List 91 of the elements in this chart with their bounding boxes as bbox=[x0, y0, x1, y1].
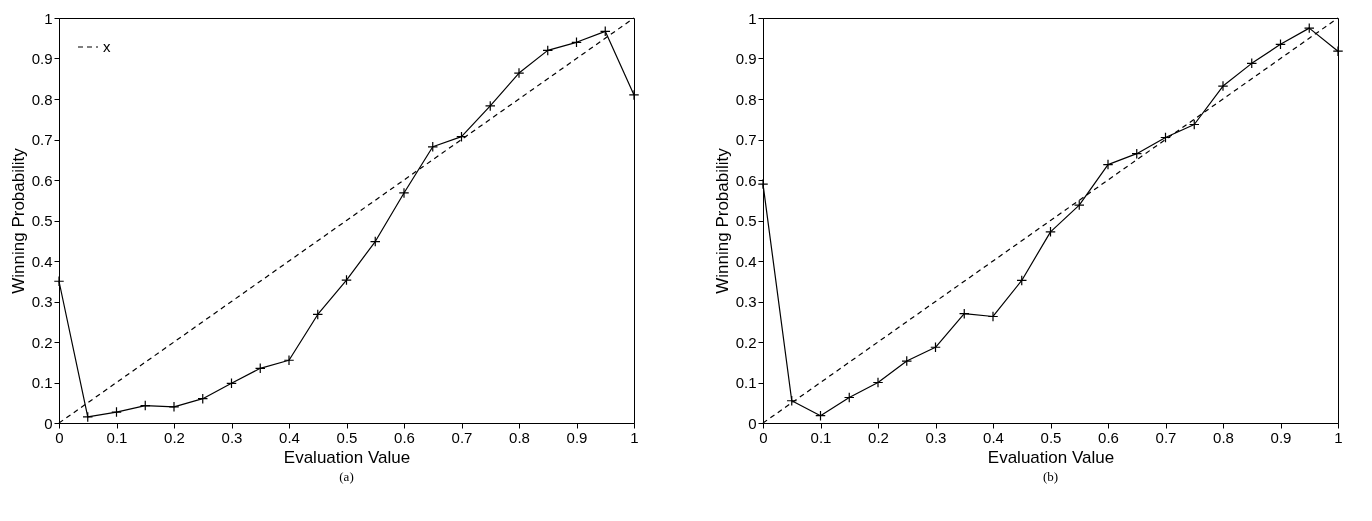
y-tick-label: 0.1 bbox=[735, 374, 757, 391]
x-tick-label: 0.3 bbox=[221, 428, 243, 446]
point bbox=[843, 392, 855, 403]
x-tick-label: 0.4 bbox=[279, 428, 300, 446]
y-tick-label: 0.2 bbox=[31, 333, 53, 351]
x-tick-label: 0.1 bbox=[810, 428, 832, 446]
x-tick-label: 1 bbox=[630, 428, 639, 446]
point bbox=[341, 274, 352, 286]
point bbox=[599, 26, 611, 37]
point bbox=[1160, 132, 1171, 143]
x-tick-label: 0.6 bbox=[1098, 428, 1119, 446]
y-axis-title: Winning Probability bbox=[712, 147, 732, 294]
point bbox=[427, 141, 439, 153]
x-tick-label: 0.5 bbox=[336, 428, 358, 446]
y-tick-label: 0.6 bbox=[735, 171, 757, 189]
y-tick-label: 1 bbox=[44, 9, 53, 27]
point bbox=[484, 100, 496, 112]
point bbox=[226, 377, 237, 389]
x-tick-label: 0.8 bbox=[509, 428, 530, 446]
point bbox=[139, 400, 151, 411]
point bbox=[958, 308, 970, 319]
y-tick-label: 0.9 bbox=[735, 50, 757, 67]
point bbox=[542, 45, 554, 56]
x-axis-title: Evaluation Value bbox=[987, 447, 1115, 467]
x-tick-label: 0.8 bbox=[1213, 428, 1234, 446]
y-tick-label: 0 bbox=[44, 414, 53, 432]
y-tick-label: 0.5 bbox=[735, 212, 757, 229]
point bbox=[1131, 148, 1143, 160]
x-tick-label: 0.6 bbox=[394, 428, 415, 446]
point bbox=[1275, 38, 1286, 50]
x-tick-label: 0.7 bbox=[1155, 428, 1177, 446]
point bbox=[1045, 226, 1056, 238]
legend-label: x bbox=[103, 38, 111, 55]
x-tick-label: 0.5 bbox=[1040, 428, 1062, 446]
point bbox=[111, 406, 122, 418]
point bbox=[628, 89, 640, 101]
x-tick-label: 0.3 bbox=[925, 428, 947, 446]
y-tick-label: 1 bbox=[748, 9, 757, 27]
point bbox=[901, 355, 913, 367]
point bbox=[1246, 58, 1258, 69]
y-tick-label: 0.2 bbox=[735, 333, 757, 351]
y-tick-label: 0.5 bbox=[31, 212, 53, 229]
y-tick-label: 0.7 bbox=[31, 131, 53, 148]
y-tick-label: 0.4 bbox=[735, 252, 757, 270]
y-tick-label: 0.7 bbox=[735, 131, 757, 148]
x-tick-label: 0.4 bbox=[983, 428, 1004, 446]
point bbox=[1217, 80, 1229, 92]
point bbox=[930, 341, 941, 353]
x-tick-label: 0.2 bbox=[164, 428, 185, 446]
y-tick-label: 0.8 bbox=[31, 90, 53, 108]
point bbox=[53, 275, 65, 287]
x-tick-label: 0.9 bbox=[566, 428, 588, 446]
x-tick-label: 0.1 bbox=[106, 428, 128, 446]
point bbox=[815, 410, 826, 422]
point bbox=[168, 401, 180, 413]
point bbox=[1016, 275, 1028, 286]
y-tick-label: 0.4 bbox=[31, 252, 53, 270]
y-tick-label: 0.6 bbox=[31, 171, 53, 189]
y-tick-label: 0.3 bbox=[735, 293, 757, 310]
point bbox=[987, 311, 999, 322]
point bbox=[1102, 159, 1114, 170]
point bbox=[254, 362, 266, 374]
point bbox=[369, 236, 381, 247]
point bbox=[82, 411, 94, 423]
x-tick-label: 0 bbox=[759, 428, 768, 446]
y-axis-title: Winning Probability bbox=[8, 147, 28, 294]
point bbox=[1303, 22, 1315, 34]
y-tick-label: 0.3 bbox=[31, 293, 53, 310]
text: (b) bbox=[1042, 469, 1059, 484]
x-tick-label: 0.2 bbox=[868, 428, 889, 446]
point bbox=[312, 309, 324, 320]
point bbox=[456, 131, 467, 143]
x-axis-title: Evaluation Value bbox=[283, 447, 411, 467]
x-tick-label: 0.9 bbox=[1270, 428, 1292, 446]
point bbox=[398, 187, 410, 199]
x-tick-label: 0.7 bbox=[451, 428, 473, 446]
x-tick-label: 0 bbox=[55, 428, 64, 446]
point bbox=[513, 67, 525, 79]
y-tick-label: 0.9 bbox=[31, 50, 53, 67]
point bbox=[283, 354, 295, 366]
point bbox=[197, 393, 209, 405]
y-tick-label: 0.8 bbox=[735, 90, 757, 108]
point bbox=[1332, 45, 1344, 57]
y-tick-label: 0 bbox=[748, 414, 757, 432]
x-tick-label: 1 bbox=[1334, 428, 1343, 446]
point bbox=[872, 377, 884, 388]
text: (a) bbox=[339, 469, 354, 484]
point bbox=[1073, 199, 1085, 211]
point bbox=[571, 36, 582, 48]
y-tick-label: 0.1 bbox=[31, 374, 53, 391]
point bbox=[1188, 119, 1200, 130]
